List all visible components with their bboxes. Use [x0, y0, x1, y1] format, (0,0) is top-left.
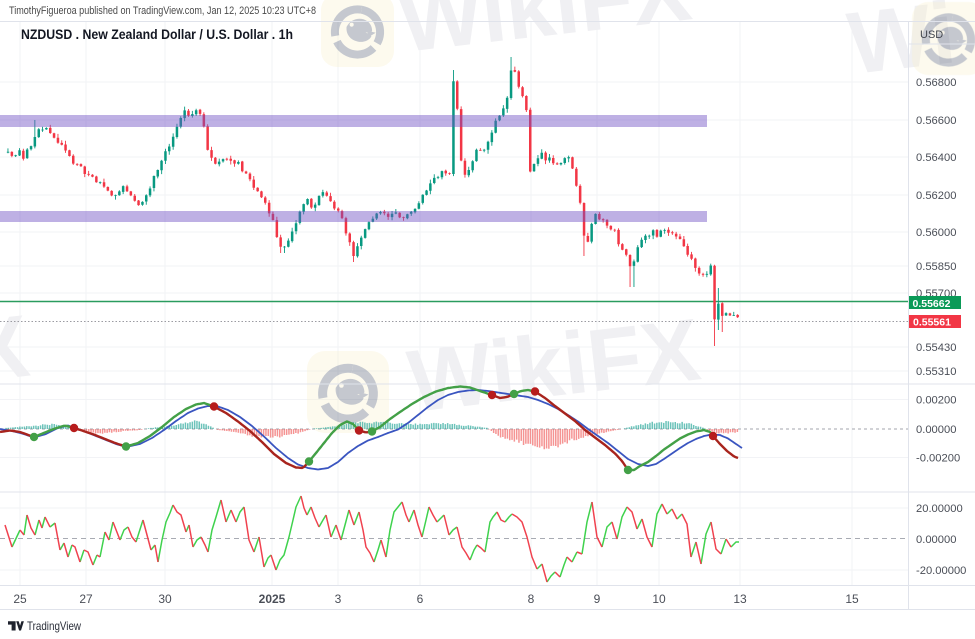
svg-text:0.55430: 0.55430	[916, 342, 956, 354]
svg-text:10: 10	[652, 592, 666, 606]
svg-text:TimothyFigueroa published on T: TimothyFigueroa published on TradingView…	[9, 5, 316, 17]
svg-text:13: 13	[733, 592, 747, 606]
svg-text:0.56800: 0.56800	[916, 77, 956, 89]
svg-text:9: 9	[594, 592, 601, 606]
svg-text:0.56000: 0.56000	[916, 227, 956, 239]
svg-text:-0.00200: -0.00200	[916, 453, 960, 465]
svg-text:NZDUSD . New Zealand Dollar /: NZDUSD . New Zealand Dollar / U.S. Dolla…	[21, 27, 293, 42]
svg-text:USD: USD	[920, 29, 943, 41]
svg-text:0.55561: 0.55561	[913, 317, 951, 329]
svg-text:0.00200: 0.00200	[916, 395, 956, 407]
svg-text:8: 8	[528, 592, 535, 606]
svg-text:TradingView: TradingView	[27, 619, 81, 633]
svg-text:27: 27	[79, 592, 93, 606]
svg-text:25: 25	[13, 592, 27, 606]
svg-text:15: 15	[845, 592, 859, 606]
svg-text:0.55662: 0.55662	[913, 298, 951, 310]
svg-text:30: 30	[158, 592, 172, 606]
svg-text:6: 6	[417, 592, 424, 606]
svg-text:-20.00000: -20.00000	[916, 565, 966, 577]
svg-text:0.56400: 0.56400	[916, 152, 956, 164]
svg-text:3: 3	[335, 592, 342, 606]
svg-text:0.00000: 0.00000	[916, 424, 956, 436]
svg-text:20.00000: 20.00000	[916, 503, 963, 515]
svg-text:0.56600: 0.56600	[916, 115, 956, 127]
svg-text:0.56200: 0.56200	[916, 190, 956, 202]
svg-text:0.55310: 0.55310	[916, 366, 956, 378]
svg-text:2025: 2025	[259, 592, 286, 606]
svg-text:0.00000: 0.00000	[916, 534, 956, 546]
svg-text:0.55850: 0.55850	[916, 261, 956, 273]
